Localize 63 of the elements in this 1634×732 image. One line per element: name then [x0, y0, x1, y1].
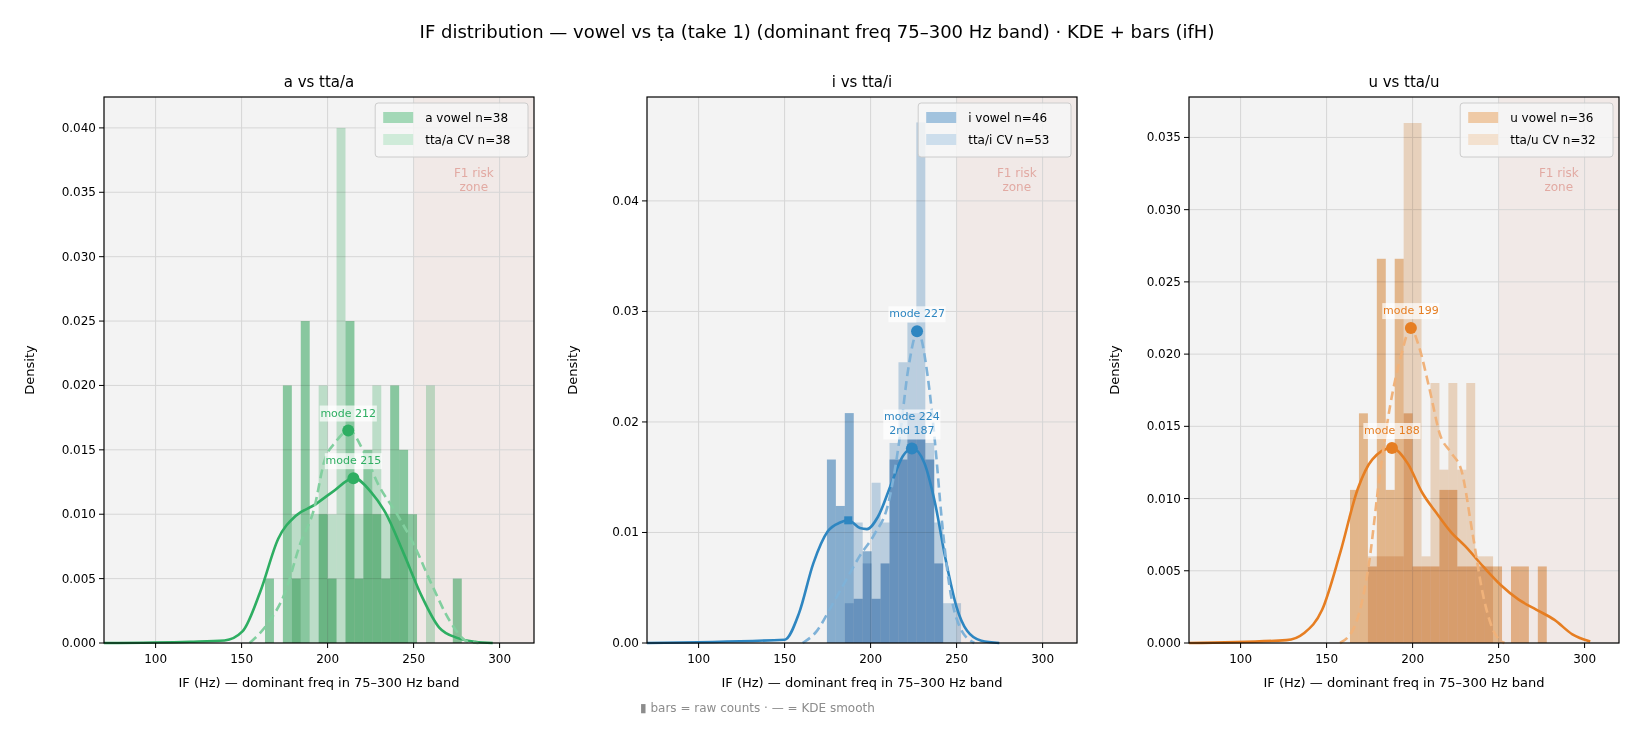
x-tick-label: 300: [1031, 652, 1055, 666]
text: ▮ bars = raw counts · — = KDE smooth: [640, 701, 875, 715]
annotation: mode 212: [320, 406, 377, 420]
annotation: mode 199: [1383, 304, 1439, 318]
y-axis-title: Density: [22, 344, 37, 395]
band-label: F1 risk zone: [453, 166, 494, 194]
chart-title: u vs tta/u: [1368, 73, 1440, 91]
y-tick-label: 0.025: [1146, 274, 1181, 289]
y-tick-label: 0.030: [1146, 202, 1181, 217]
x-tick-label: 150: [230, 652, 254, 666]
annotation: mode 224 2nd 187: [884, 410, 940, 438]
x-tick-label: 200: [316, 652, 340, 666]
y-tick-label: 0.03: [612, 304, 639, 319]
y-tick-label: 0.020: [61, 378, 96, 393]
y-tick-label: 0.01: [612, 525, 639, 540]
y-tick-label: 0.035: [1146, 130, 1181, 145]
legend-label: tta/i CV n=53: [968, 133, 1050, 147]
y-tick-label: 0.00: [612, 636, 639, 650]
y-axis-title: Density: [1107, 344, 1122, 395]
text: IF distribution — vowel vs ṭa (take 1) (dominant freq 75–300 Hz band) · KDE + bars (ifH): [419, 21, 1215, 42]
legend-label: a vowel n=38: [425, 111, 509, 125]
y-tick-label: 0.02: [612, 414, 639, 429]
x-tick-label: 300: [1573, 652, 1597, 666]
legend-label: u vowel n=36: [1510, 111, 1594, 125]
y-tick-label: 0.015: [61, 442, 96, 457]
x-axis-title: IF (Hz) — dominant freq in 75–300 Hz band: [1263, 675, 1545, 690]
x-tick-label: 250: [402, 652, 426, 666]
legend-label: tta/u CV n=32: [1510, 133, 1596, 147]
y-tick-label: 0.010: [1146, 491, 1181, 506]
y-tick-label: 0.035: [61, 185, 96, 200]
band-label: F1 risk zone: [996, 166, 1037, 194]
y-tick-label: 0.025: [61, 314, 96, 329]
y-tick-label: 0.040: [61, 120, 96, 135]
y-tick-label: 0.04: [612, 193, 639, 208]
x-tick-label: 300: [488, 652, 512, 666]
x-tick-label: 100: [687, 652, 711, 666]
x-tick-label: 200: [1401, 652, 1425, 666]
y-tick-label: 0.030: [61, 249, 96, 264]
y-tick-label: 0.010: [61, 507, 96, 522]
x-tick-label: 150: [1315, 652, 1339, 666]
annotation: mode 227: [889, 307, 945, 321]
annotation: mode 188: [1364, 424, 1420, 437]
x-tick-label: 150: [773, 652, 797, 666]
annotation: mode 215: [325, 454, 382, 468]
x-axis-title: IF (Hz) — dominant freq in 75–300 Hz band: [178, 675, 460, 690]
y-axis-title: Density: [565, 344, 580, 395]
y-tick-label: 0.000: [61, 636, 96, 650]
y-tick-label: 0.020: [1146, 347, 1181, 362]
x-tick-label: 100: [1229, 652, 1253, 666]
x-tick-label: 200: [859, 652, 883, 666]
legend-label: i vowel n=46: [968, 111, 1048, 125]
x-tick-label: 250: [945, 652, 969, 666]
y-tick-label: 0.005: [1146, 563, 1181, 578]
y-tick-label: 0.005: [61, 571, 96, 586]
chart-title: a vs tta/a: [283, 73, 355, 91]
x-tick-label: 250: [1487, 652, 1511, 666]
band-label: F1 risk zone: [1538, 166, 1579, 194]
legend-label: tta/a CV n=38: [425, 133, 511, 147]
chart-title: i vs tta/i: [831, 73, 893, 91]
x-tick-label: 100: [144, 652, 168, 666]
y-tick-label: 0.015: [1146, 419, 1181, 434]
y-tick-label: 0.000: [1146, 636, 1181, 650]
x-axis-title: IF (Hz) — dominant freq in 75–300 Hz band: [721, 675, 1003, 690]
